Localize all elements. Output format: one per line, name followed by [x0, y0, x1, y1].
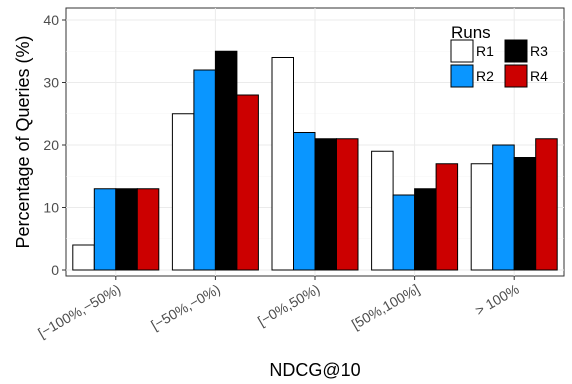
bar-r1 — [72, 244, 95, 271]
y-tick-label: 30 — [43, 75, 59, 91]
x-axis: [−100%,−50%) [−50%,−0%) [−0%,50%) [50%,100%… — [35, 276, 522, 341]
legend-key-r2 — [450, 64, 474, 88]
y-tick-label: 0 — [51, 262, 59, 278]
bar-r1 — [470, 163, 494, 271]
bars — [72, 50, 558, 271]
y-axis: 0 10 20 30 40 — [43, 12, 66, 278]
bar-r2 — [93, 188, 117, 271]
legend-label-r4: R4 — [530, 68, 548, 84]
bar-r4 — [336, 138, 359, 271]
bar-r1 — [371, 150, 394, 271]
bar-r1 — [171, 113, 195, 271]
legend-label-r2: R2 — [476, 68, 494, 84]
x-tick-label: [−100%,−50%) — [35, 281, 123, 341]
bar-r1 — [271, 57, 294, 271]
bar-r4 — [435, 163, 459, 271]
bar-r2 — [193, 69, 216, 271]
x-tick-label: [−0%,50%) — [255, 281, 323, 329]
bar-r3 — [214, 50, 238, 271]
bar-r3 — [513, 157, 537, 271]
legend-key-r4 — [504, 64, 528, 88]
bar-r3 — [314, 138, 337, 271]
x-axis-title: NDCG@10 — [269, 360, 360, 380]
bar-r4 — [535, 138, 558, 271]
bar-r2 — [293, 132, 316, 271]
bar-r4 — [136, 188, 160, 271]
bar-r3 — [414, 188, 437, 271]
legend: Runs R1 R2 R3 R4 — [450, 23, 548, 88]
x-tick-label: [−50%,−0%) — [148, 281, 223, 333]
legend-key-r3 — [504, 39, 528, 63]
x-tick-label: [50%,100%] — [349, 281, 422, 333]
bar-r2 — [492, 144, 515, 271]
bar-r3 — [115, 188, 138, 271]
legend-label-r1: R1 — [476, 43, 494, 59]
legend-key-r1 — [450, 39, 474, 63]
y-tick-label: 20 — [43, 137, 59, 153]
legend-title: Runs — [451, 23, 491, 42]
bar-r2 — [392, 194, 416, 271]
y-axis-title: Percentage of Queries (%) — [13, 35, 33, 248]
y-tick-label: 40 — [43, 12, 59, 28]
y-tick-label: 10 — [43, 200, 59, 216]
legend-label-r3: R3 — [530, 43, 548, 59]
bar-r4 — [236, 94, 259, 271]
x-tick-label: > 100% — [472, 281, 521, 319]
